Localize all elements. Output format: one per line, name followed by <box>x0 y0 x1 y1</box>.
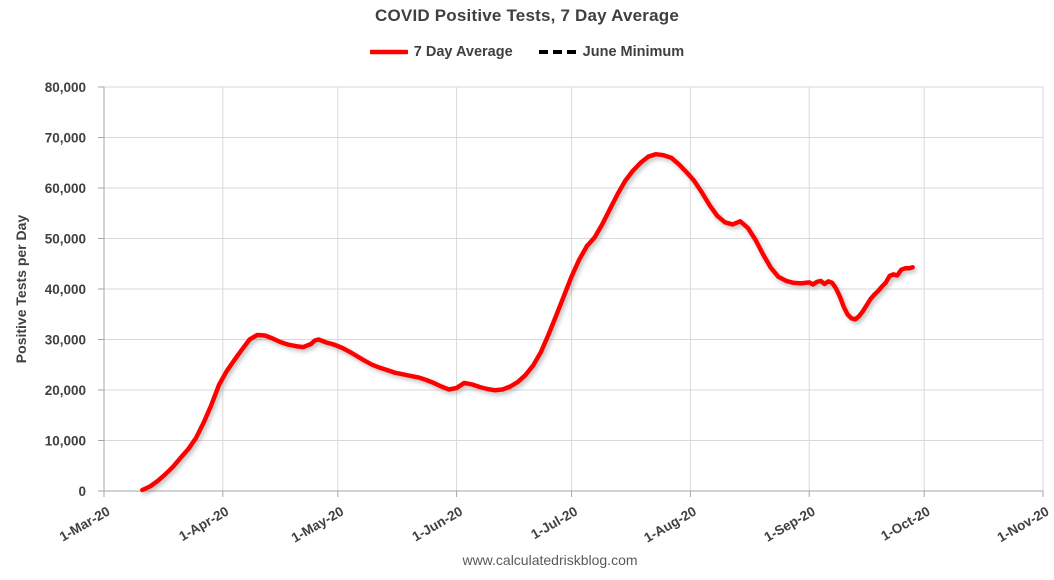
legend-label-june-minimum: June Minimum <box>582 44 685 60</box>
solid-line-swatch-icon <box>369 49 408 55</box>
tick-labels: 0 10,000 20,000 30,000 40,000 50,000 60,000 70,… <box>45 80 1052 545</box>
x-tick-label: 1-May-20 <box>289 504 347 546</box>
y-tick-label: 70,000 <box>45 131 86 146</box>
legend-label-7-day-average: 7 Day Average <box>413 44 513 60</box>
y-axis-title: Positive Tests per Day <box>13 214 29 364</box>
y-tick-label: 0 <box>78 484 86 499</box>
y-tick-label: 20,000 <box>45 383 86 398</box>
gridlines <box>103 86 1044 491</box>
legend-item-june-minimum: June Minimum <box>538 44 685 60</box>
y-tick-label: 10,000 <box>45 434 86 449</box>
x-tick-label: 1-Oct-20 <box>878 504 932 544</box>
chart-title: COVID Positive Tests, 7 Day Average <box>375 6 679 25</box>
x-tick-label: 1-Apr-20 <box>176 504 231 544</box>
legend-item-7-day-average: 7 Day Average <box>369 44 513 60</box>
y-tick-label: 50,000 <box>45 232 86 247</box>
x-tick-label: 1-Mar-20 <box>57 504 113 545</box>
y-tick-label: 40,000 <box>45 282 86 297</box>
x-tick-label: 1-Sep-20 <box>761 504 817 545</box>
x-tick-label: 1-Jul-20 <box>528 504 580 543</box>
footer-url: www.calculatedriskblog.com <box>462 552 638 568</box>
axes <box>98 86 1044 497</box>
y-tick-label: 30,000 <box>45 333 86 348</box>
x-tick-label: 1-Aug-20 <box>641 504 699 546</box>
y-tick-label: 60,000 <box>45 181 86 196</box>
series-7-day-average <box>140 151 915 493</box>
x-tick-label: 1-Jun-20 <box>410 504 466 545</box>
x-tick-label: 1-Nov-20 <box>995 504 1052 546</box>
y-tick-label: 80,000 <box>45 80 86 95</box>
dashed-line-swatch-icon <box>538 50 577 54</box>
legend: 7 Day Average June Minimum <box>0 44 1054 60</box>
